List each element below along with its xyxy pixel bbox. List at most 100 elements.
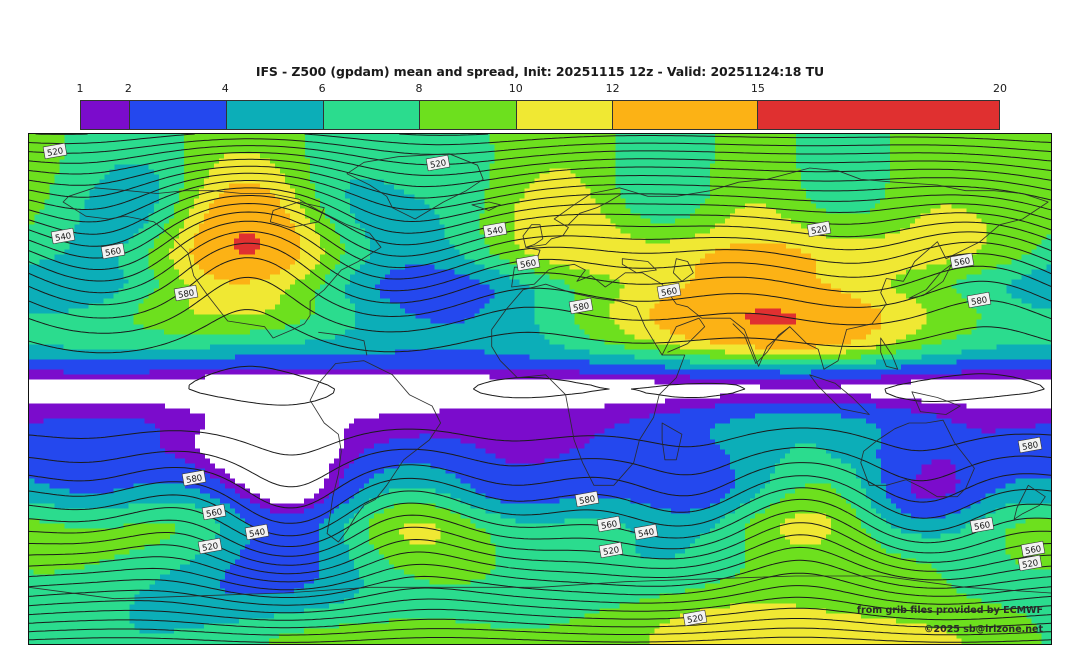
contour-label-text: 540	[54, 231, 72, 244]
coastline	[661, 317, 706, 356]
coastline	[661, 422, 683, 461]
contour-label: 560	[949, 252, 975, 270]
z500-contour-lines	[29, 134, 1051, 643]
coastline	[346, 153, 484, 220]
contour-label-text: 520	[686, 613, 704, 626]
contour-label-text: 560	[600, 519, 618, 532]
spread-band	[29, 134, 1051, 644]
contour-label: 520	[42, 142, 68, 160]
contour-label: 580	[568, 297, 594, 315]
colorbar-tick: 6	[318, 82, 326, 95]
contour-label-text: 520	[201, 541, 219, 554]
contour-label-text: 560	[104, 246, 122, 259]
spread-band	[29, 134, 1051, 644]
colorbar-segment	[515, 101, 613, 129]
coastline	[1013, 484, 1046, 520]
contour-label: 520	[682, 609, 708, 627]
colorbar-tick: 12	[605, 82, 620, 95]
coastline	[62, 187, 382, 339]
data-source-credit: from grib files provided by ECMWF	[856, 605, 1043, 616]
coastline	[911, 391, 961, 415]
coastline	[522, 224, 544, 248]
contour-label: 580	[1017, 436, 1043, 454]
colorbar-segment	[612, 101, 758, 129]
coastline	[672, 258, 694, 282]
contour-label: 560	[969, 516, 995, 534]
coastline	[511, 167, 1049, 370]
colorbar-segment	[129, 101, 226, 129]
contour-label-text: 580	[1021, 440, 1039, 453]
contour-label: 520	[425, 154, 451, 172]
contour-label: 560	[515, 254, 541, 272]
contour-label-text: 580	[572, 301, 590, 314]
contour-label: 540	[482, 221, 508, 239]
contour-label: 540	[633, 523, 659, 541]
contour-label-text: 580	[970, 295, 988, 308]
contour-label-text: 540	[248, 527, 266, 540]
spread-band	[29, 368, 1051, 515]
colorbar-tick: 15	[750, 82, 765, 95]
contour-label-text: 560	[973, 520, 991, 533]
contour-label: 580	[173, 284, 199, 302]
colorbar-tick: 10	[508, 82, 523, 95]
contour-label: 540	[244, 523, 270, 541]
contour-label-text: 520	[1021, 558, 1039, 571]
coastline	[621, 258, 657, 274]
colorbar-segment	[757, 101, 999, 129]
contour-label-text: 540	[486, 225, 504, 238]
contour-label-text: 520	[810, 224, 828, 237]
contour-label-text: 520	[46, 146, 64, 159]
contour-label: 520	[598, 541, 624, 559]
contour-label-text: 560	[205, 507, 223, 520]
contour-label-text: 580	[578, 494, 596, 507]
coastline	[29, 575, 1051, 600]
coastline	[491, 283, 686, 486]
copyright-credit: ©2025 sb@irizone.net	[923, 624, 1043, 635]
coastlines-and-contour-labels: 5205405605805205405605805205605605805805…	[29, 134, 1051, 643]
contour-label: 580	[181, 469, 207, 487]
contour-label: 560	[100, 242, 126, 260]
contour-label: 560	[201, 503, 227, 521]
spread-band	[233, 233, 796, 325]
contour-label-layer: 5205405605805205405605805205605605805805…	[42, 142, 1046, 627]
coastline	[732, 323, 791, 364]
colorbar-segment	[322, 101, 420, 129]
colorbar-tick: 2	[124, 82, 132, 95]
coastline	[318, 331, 368, 356]
colorbar-tick: 4	[221, 82, 229, 95]
coastline	[880, 337, 899, 370]
contour-label-text: 540	[637, 527, 655, 540]
page-title: IFS - Z500 (gpdam) mean and spread, Init…	[255, 64, 825, 79]
spread-band	[29, 263, 1051, 595]
colorbar-tick: 8	[415, 82, 423, 95]
contour-label-text: 580	[177, 288, 195, 301]
contour-label: 520	[1017, 554, 1043, 572]
contour-label-text: 520	[602, 545, 620, 558]
contour-label-text: 520	[429, 158, 447, 171]
colorbar-tick: 20	[993, 82, 1007, 95]
contour-label: 540	[50, 227, 76, 245]
contour-label-text: 580	[185, 473, 203, 486]
colorbar	[80, 100, 1000, 130]
contour-label-text: 560	[953, 256, 971, 269]
coastline	[309, 360, 442, 543]
contour-label: 560	[596, 515, 622, 533]
colorbar-gradient	[80, 100, 1000, 130]
contour-label-text: 560	[519, 258, 537, 271]
contour-label: 520	[197, 537, 223, 555]
coastline	[809, 374, 870, 415]
colorbar-segment	[225, 101, 323, 129]
contour-label: 560	[1020, 540, 1046, 558]
colorbar-segment	[81, 101, 130, 129]
coastline	[908, 263, 953, 299]
contour-label: 560	[656, 282, 682, 300]
coastline	[471, 201, 501, 211]
spread-contour-map	[29, 134, 1051, 644]
coastline	[860, 419, 975, 498]
contour-label-text: 560	[1024, 544, 1042, 557]
colorbar-tick: 1	[76, 82, 84, 95]
colorbar-segment	[419, 101, 516, 129]
contour-label: 520	[806, 220, 832, 238]
map-panel[interactable]: 520 540 560 580 520 540 560 580 520 560 560 580 580 5…	[28, 133, 1052, 645]
